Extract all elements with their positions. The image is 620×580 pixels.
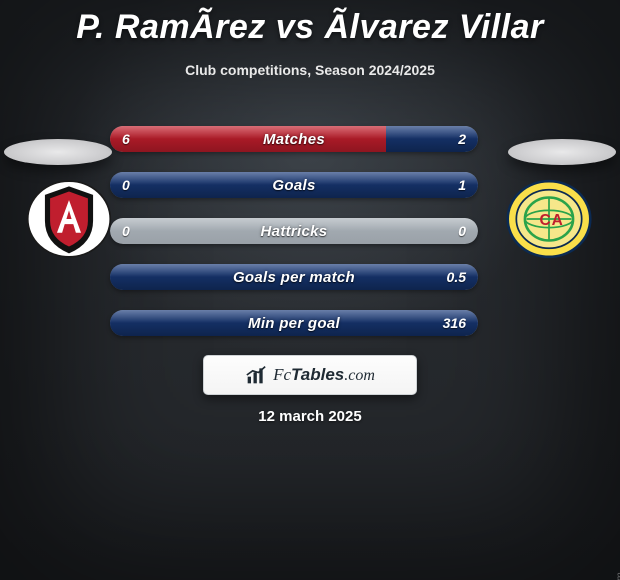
- stat-row: 01Goals: [110, 172, 478, 198]
- watermark: fctables.com: [614, 572, 620, 580]
- stat-rows: 62Matches 01Goals 00Hattricks 0.5Goals per …: [110, 126, 478, 356]
- stat-label: Min per goal: [110, 310, 478, 336]
- page-title: P. RamÃ­rez vs Ãlvarez Villar: [0, 8, 620, 47]
- shadow-disc-left: [4, 139, 112, 165]
- brand-suffix: Tables: [291, 365, 344, 384]
- shield-icon: [20, 176, 118, 262]
- svg-text:C: C: [540, 212, 551, 229]
- club-badge-left: [20, 176, 118, 262]
- brand-text: FcTables.com: [273, 365, 375, 385]
- brand-plate: FcTables.com: [203, 355, 417, 395]
- date-text: 12 march 2025: [0, 408, 620, 425]
- comparison-card: P. RamÃ­rez vs Ãlvarez Villar Club compe…: [0, 0, 620, 580]
- bar-chart-icon: [245, 365, 267, 385]
- stat-label: Hattricks: [110, 218, 478, 244]
- stat-label: Matches: [110, 126, 478, 152]
- club-badge-right: C A: [500, 176, 598, 262]
- stat-label: Goals: [110, 172, 478, 198]
- svg-text:A: A: [552, 212, 563, 229]
- brand-prefix: Fc: [273, 365, 291, 384]
- stat-row: 316Min per goal: [110, 310, 478, 336]
- stat-label: Goals per match: [110, 264, 478, 290]
- stat-row: 62Matches: [110, 126, 478, 152]
- brand-domain: .com: [344, 367, 375, 384]
- globe-crest-icon: C A: [500, 176, 598, 262]
- shadow-disc-right: [508, 139, 616, 165]
- stat-row: 00Hattricks: [110, 218, 478, 244]
- stat-row: 0.5Goals per match: [110, 264, 478, 290]
- subtitle: Club competitions, Season 2024/2025: [0, 62, 620, 78]
